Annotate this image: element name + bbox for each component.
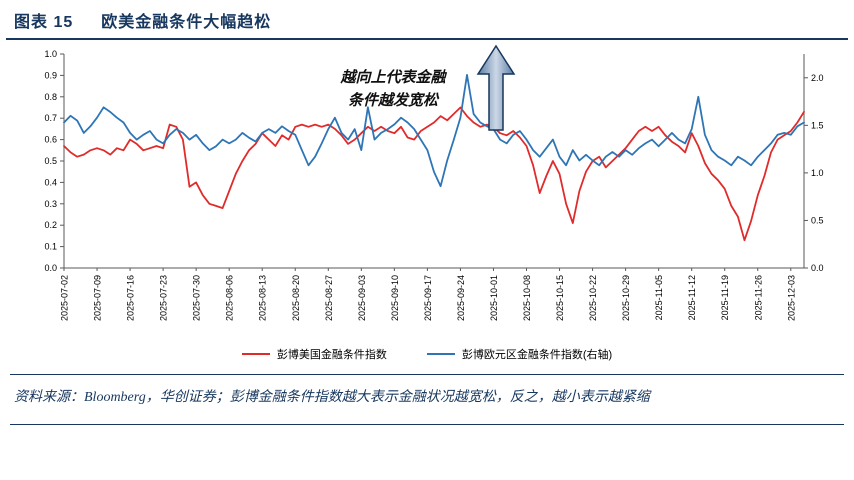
svg-text:1.0: 1.0 — [811, 168, 824, 178]
svg-text:0.4: 0.4 — [44, 177, 57, 187]
legend-item-us: 彭博美国金融条件指数 — [241, 346, 387, 362]
svg-text:2025-07-23: 2025-07-23 — [159, 275, 169, 321]
svg-text:0.9: 0.9 — [44, 70, 57, 80]
svg-text:0.3: 0.3 — [44, 199, 57, 209]
chart-legend: 彭博美国金融条件指数 彭博欧元区金融条件指数(右轴) — [0, 346, 854, 362]
svg-text:0.1: 0.1 — [44, 242, 57, 252]
svg-text:2.0: 2.0 — [811, 73, 824, 83]
svg-text:2025-09-10: 2025-09-10 — [390, 275, 400, 321]
source-note-text: 资料来源：Bloomberg，华创证券；彭博金融条件指数越大表示金融状况越宽松，… — [14, 390, 650, 405]
legend-label-eu: 彭博欧元区金融条件指数(右轴) — [461, 349, 613, 361]
chart-annotation: 越向上代表金融 条件越发宽松 — [304, 66, 482, 113]
source-note: 资料来源：Bloomberg，华创证券；彭博金融条件指数越大表示金融状况越宽松，… — [10, 374, 844, 425]
up-arrow-icon — [476, 44, 516, 137]
svg-text:2025-09-03: 2025-09-03 — [357, 275, 367, 321]
svg-text:2025-07-16: 2025-07-16 — [126, 275, 136, 321]
svg-text:2025-11-26: 2025-11-26 — [753, 275, 763, 320]
line-chart: 0.0 0.1 0.2 0.3 0.4 0.5 0.6 0.7 0.8 0.9 1.0 0.0 0.5 1… — [44, 49, 824, 321]
annotation-line2: 条件越发宽松 — [347, 91, 438, 110]
legend-swatch-blue — [426, 353, 455, 355]
svg-text:2025-07-30: 2025-07-30 — [192, 275, 202, 321]
chart-area: 0.0 0.1 0.2 0.3 0.4 0.5 0.6 0.7 0.8 0.9 1.0 0.0 0.5 1… — [8, 42, 846, 346]
svg-text:2025-08-27: 2025-08-27 — [324, 275, 334, 321]
svg-text:0.8: 0.8 — [44, 92, 57, 102]
svg-text:2025-07-09: 2025-07-09 — [93, 275, 103, 321]
svg-text:1.5: 1.5 — [811, 120, 824, 130]
svg-text:2025-08-06: 2025-08-06 — [225, 275, 235, 321]
svg-text:1.0: 1.0 — [44, 49, 57, 59]
svg-text:2025-10-29: 2025-10-29 — [621, 275, 631, 321]
svg-text:0.7: 0.7 — [44, 113, 57, 123]
svg-text:2025-11-19: 2025-11-19 — [720, 275, 730, 320]
chart-title-text: 欧美金融条件大幅趋松 — [101, 14, 272, 31]
annotation-line1: 越向上代表金融 — [340, 68, 446, 86]
svg-text:0.6: 0.6 — [44, 135, 57, 145]
svg-text:2025-10-15: 2025-10-15 — [555, 275, 565, 321]
svg-text:2025-12-03: 2025-12-03 — [786, 275, 796, 321]
legend-swatch-red — [241, 353, 270, 355]
svg-text:0.0: 0.0 — [44, 263, 57, 273]
svg-text:0.0: 0.0 — [811, 263, 824, 273]
svg-text:2025-10-22: 2025-10-22 — [588, 275, 598, 321]
svg-text:2025-11-05: 2025-11-05 — [654, 275, 664, 320]
legend-label-us: 彭博美国金融条件指数 — [276, 349, 387, 361]
svg-text:2025-09-17: 2025-09-17 — [423, 275, 433, 321]
svg-text:2025-10-08: 2025-10-08 — [522, 275, 532, 321]
svg-text:2025-09-24: 2025-09-24 — [456, 275, 466, 321]
svg-text:2025-08-13: 2025-08-13 — [258, 275, 268, 321]
svg-text:2025-08-20: 2025-08-20 — [291, 275, 301, 321]
legend-item-eu: 彭博欧元区金融条件指数(右轴) — [426, 346, 613, 362]
title-divider — [6, 38, 848, 40]
chart-title: 图表 15 欧美金融条件大幅趋松 — [0, 0, 854, 36]
svg-text:2025-07-02: 2025-07-02 — [60, 275, 70, 321]
svg-text:2025-11-12: 2025-11-12 — [687, 275, 697, 320]
svg-text:2025-10-01: 2025-10-01 — [489, 275, 499, 321]
svg-text:0.5: 0.5 — [44, 156, 57, 166]
svg-text:0.5: 0.5 — [811, 215, 824, 225]
chart-number-label: 图表 15 — [14, 14, 74, 31]
svg-text:0.2: 0.2 — [44, 220, 57, 230]
